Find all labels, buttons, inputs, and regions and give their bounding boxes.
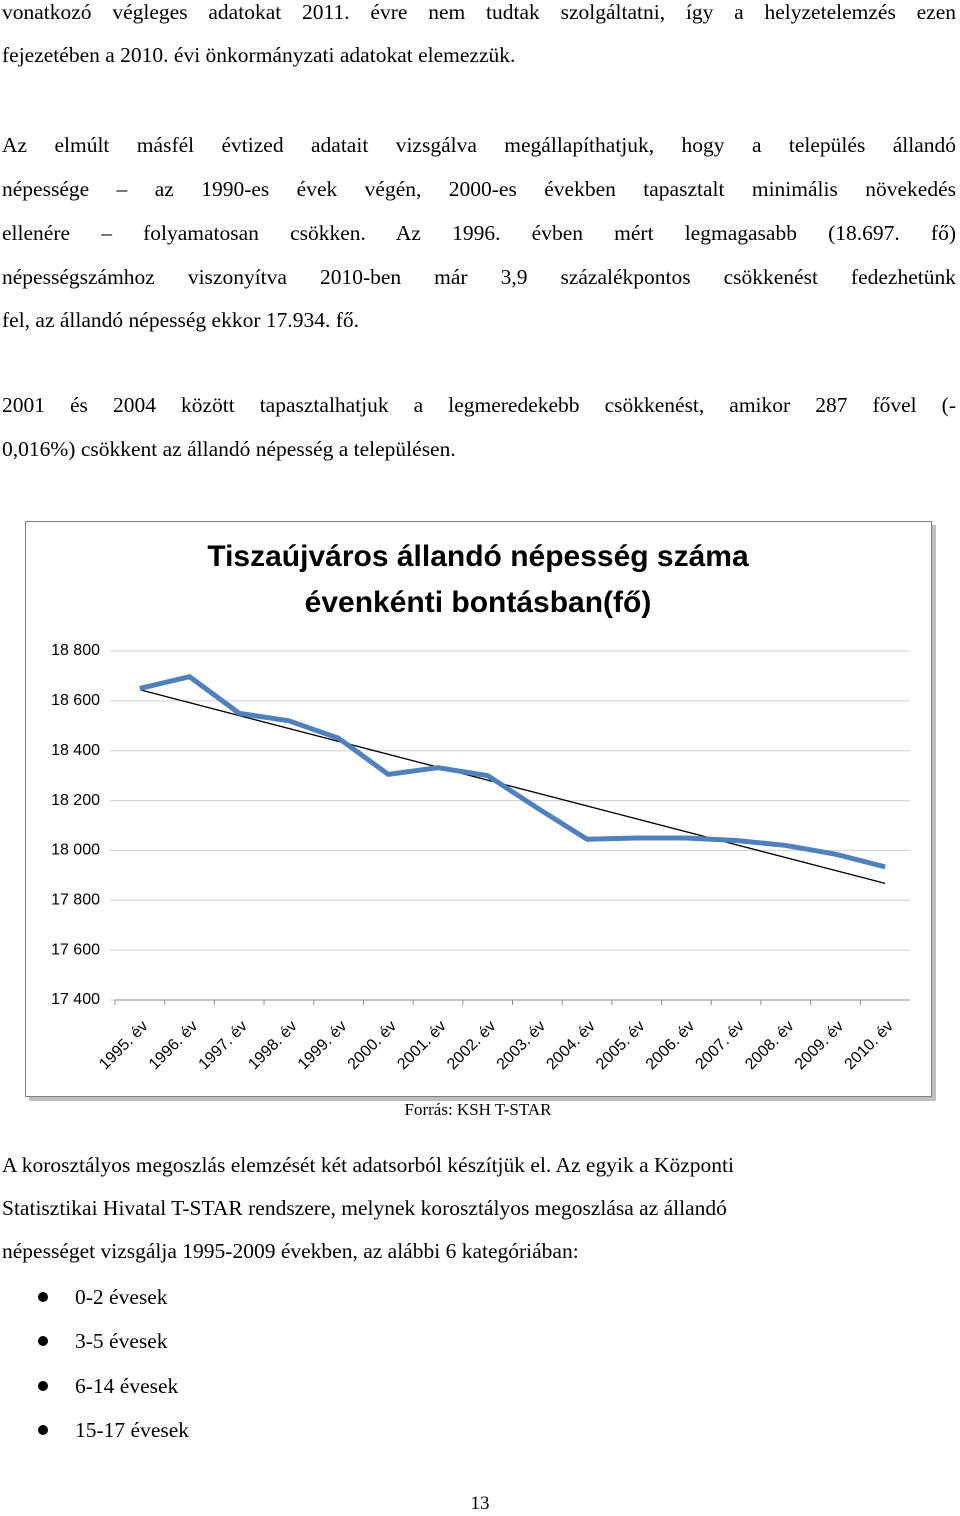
list-item: 15-17 évesek <box>75 1418 190 1442</box>
y-tick-label: 18 400 <box>51 742 100 759</box>
bullet <box>38 1336 48 1346</box>
text-line: 0,016%) csökkent az állandó népesség a t… <box>2 437 456 461</box>
chart-title: Tiszaújváros állandó népesség száma <box>207 540 749 573</box>
text-line: Statisztikai Hivatal T-STAR rendszere, m… <box>2 1196 727 1220</box>
page-number: 13 <box>470 1493 490 1514</box>
text-line: vonatkozó végleges adatokat 2011. évre n… <box>2 0 956 24</box>
y-tick-label: 18 600 <box>51 692 100 709</box>
text-line: fel, az állandó népesség ekkor 17.934. f… <box>2 308 360 332</box>
chart-frame <box>25 521 932 1097</box>
text-line: Az elmúlt másfél évtized adatait vizsgál… <box>2 133 956 157</box>
text-line: népességszámhoz viszonyítva 2010-ben már… <box>2 265 956 289</box>
text-line: ellenére – folyamatosan csökken. Az 1996… <box>2 221 956 245</box>
text-line: fejezetében a 2010. évi önkormányzati ad… <box>2 43 516 67</box>
chart-title: évenkénti bontásban(fő) <box>305 586 652 619</box>
y-tick-label: 17 800 <box>51 892 100 909</box>
text-line: népességet vizsgálja 1995-2009 években, … <box>2 1239 579 1263</box>
bullet <box>38 1292 48 1302</box>
list-item: 0-2 évesek <box>75 1285 168 1309</box>
y-tick-label: 18 200 <box>51 792 100 809</box>
bullet <box>38 1425 48 1435</box>
text-line: népessége – az 1990-es évek végén, 2000-… <box>2 177 956 201</box>
y-tick-label: 17 600 <box>51 941 100 958</box>
y-tick-label: 18 000 <box>51 842 100 859</box>
data-line <box>139 674 886 870</box>
list-item: 6-14 évesek <box>75 1374 179 1398</box>
y-tick-label: 18 800 <box>51 642 100 659</box>
list-item: 3-5 évesek <box>75 1329 168 1353</box>
text-line: A korosztályos megoszlás elemzését két a… <box>2 1153 734 1177</box>
y-tick-label: 17 400 <box>51 991 100 1008</box>
chart: Tiszaújváros állandó népesség száma éven… <box>25 521 936 1101</box>
trend-line <box>139 689 886 885</box>
source-note: Forrás: KSH T-STAR <box>404 1100 552 1119</box>
text-line: 2001 és 2004 között tapasztalhatjuk a le… <box>2 393 956 417</box>
bullet <box>38 1381 48 1391</box>
